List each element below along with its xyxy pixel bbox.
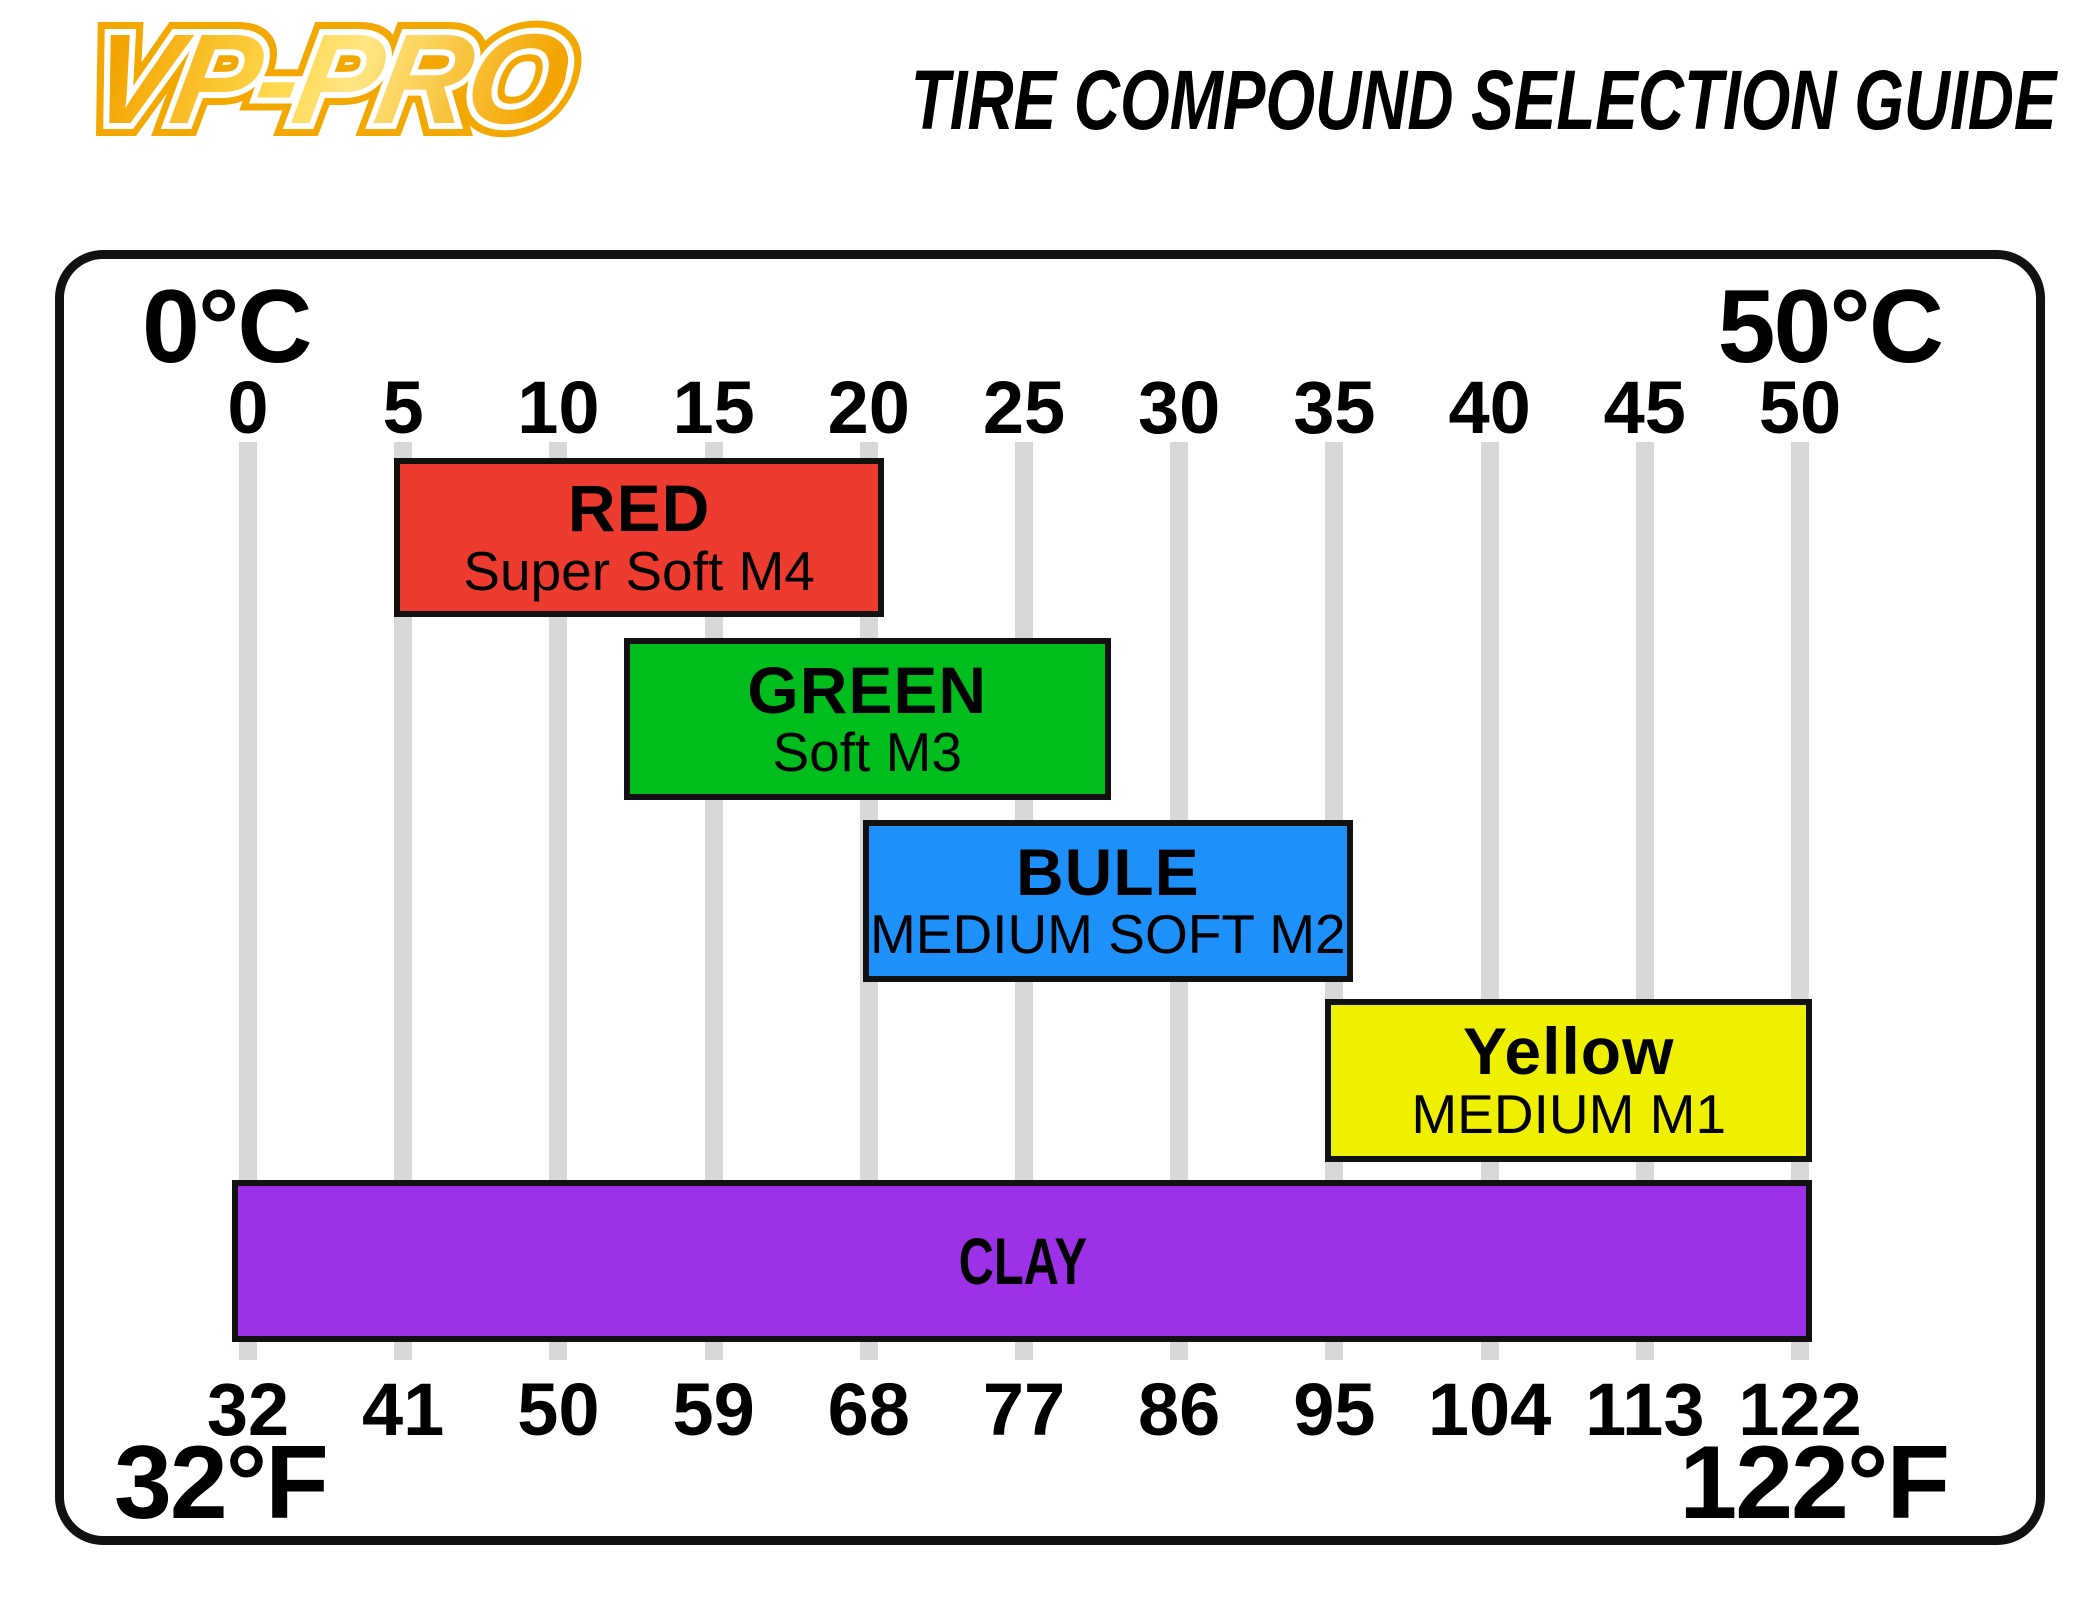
compound-name-yellow: Yellow bbox=[1463, 1014, 1675, 1089]
chart-frame: 0°C 50°C 32°F 122°F 0 5 10 15 20 25 30 35 40 45 50… bbox=[55, 250, 2045, 1545]
plot-area: 0°C 50°C 32°F 122°F 0 5 10 15 20 25 30 35 40 45 50… bbox=[64, 259, 2036, 1536]
fahrenheit-tick-122: 122 bbox=[1738, 1368, 1862, 1451]
compound-bar-red: RED Super Soft M4 bbox=[393, 458, 885, 617]
celsius-tick-25: 25 bbox=[982, 366, 1066, 449]
fahrenheit-tick-95: 95 bbox=[1293, 1368, 1376, 1451]
compound-sublabel-green: Soft M3 bbox=[772, 721, 962, 784]
celsius-tick-50: 50 bbox=[1758, 366, 1842, 449]
gridline-10c bbox=[549, 442, 568, 1360]
compound-sublabel-red: Super Soft M4 bbox=[463, 539, 815, 602]
celsius-tick-20: 20 bbox=[827, 366, 910, 449]
compound-name-red: RED bbox=[567, 471, 711, 546]
fahrenheit-tick-68: 68 bbox=[827, 1368, 910, 1451]
gridline-5c bbox=[394, 442, 413, 1360]
compound-name-green: GREEN bbox=[747, 652, 988, 727]
fahrenheit-tick-86: 86 bbox=[1138, 1368, 1221, 1451]
fahrenheit-tick-59: 59 bbox=[672, 1368, 755, 1451]
compound-bar-yellow: Yellow MEDIUM M1 bbox=[1325, 999, 1813, 1162]
fahrenheit-tick-77: 77 bbox=[982, 1368, 1066, 1451]
gridline-0c bbox=[239, 442, 257, 1360]
fahrenheit-tick-41: 41 bbox=[362, 1368, 445, 1451]
fahrenheit-tick-113: 113 bbox=[1585, 1368, 1705, 1451]
vp-pro-logo: VP-PRO VP-PRO VP-PRO bbox=[62, 0, 702, 182]
compound-sublabel-bule: MEDIUM SOFT M2 bbox=[869, 903, 1346, 966]
celsius-tick-0: 0 bbox=[227, 366, 269, 449]
compound-bar-green: GREEN Soft M3 bbox=[623, 638, 1111, 800]
celsius-tick-5: 5 bbox=[382, 366, 424, 449]
fahrenheit-min-label: 32°F bbox=[114, 1425, 329, 1541]
celsius-tick-30: 30 bbox=[1138, 366, 1221, 449]
celsius-min-label: 0°C bbox=[142, 269, 313, 385]
compound-name-bule: BULE bbox=[1015, 834, 1200, 909]
celsius-tick-15: 15 bbox=[672, 366, 755, 449]
compound-bar-clay: CLAY bbox=[232, 1180, 1813, 1342]
fahrenheit-tick-32: 32 bbox=[206, 1368, 290, 1451]
compound-bar-bule: BULE MEDIUM SOFT M2 bbox=[862, 820, 1353, 982]
page-title: TIRE COMPOUND SELECTION GUIDE bbox=[910, 53, 2056, 147]
vp-pro-logo-text: VP-PRO bbox=[79, 8, 578, 151]
fahrenheit-max-label: 122°F bbox=[1679, 1425, 1950, 1541]
fahrenheit-tick-104: 104 bbox=[1427, 1368, 1552, 1451]
compound-sublabel-yellow: MEDIUM M1 bbox=[1411, 1082, 1727, 1145]
compound-name-clay: CLAY bbox=[958, 1223, 1087, 1298]
celsius-max-label: 50°C bbox=[1717, 269, 1944, 385]
celsius-tick-40: 40 bbox=[1448, 366, 1531, 449]
celsius-tick-45: 45 bbox=[1603, 366, 1686, 449]
celsius-tick-10: 10 bbox=[517, 366, 600, 449]
fahrenheit-tick-50: 50 bbox=[517, 1368, 600, 1451]
celsius-tick-35: 35 bbox=[1293, 366, 1376, 449]
